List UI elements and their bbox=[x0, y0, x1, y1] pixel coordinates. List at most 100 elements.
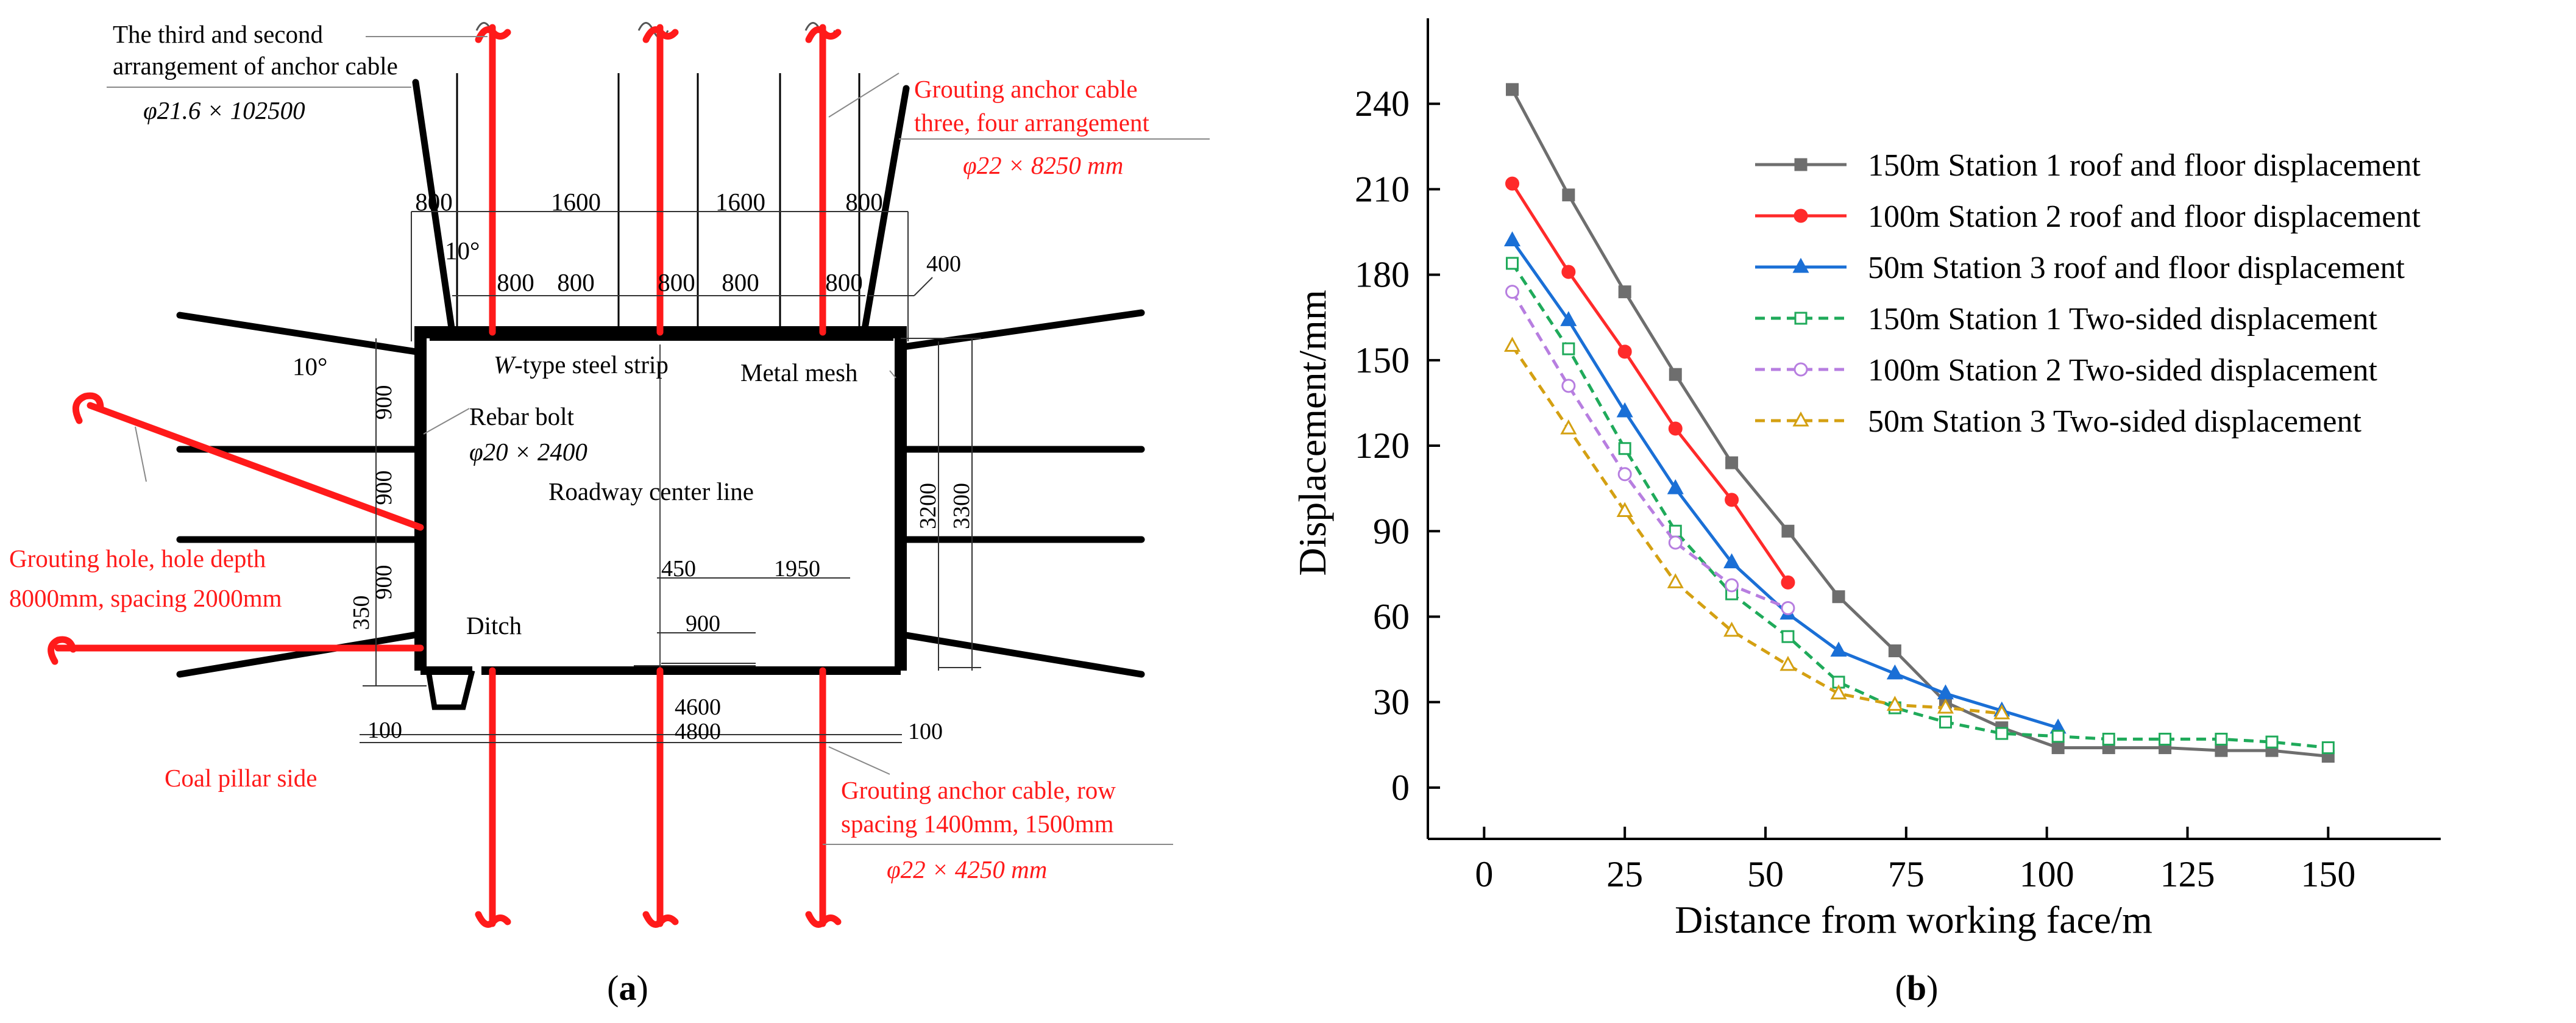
data-point bbox=[1561, 265, 1576, 279]
dim-900-ditch: 900 bbox=[686, 611, 720, 636]
data-point bbox=[1667, 479, 1684, 494]
data-point bbox=[2265, 735, 2279, 749]
data-point bbox=[2159, 732, 2172, 746]
x-tick-label: 100 bbox=[2020, 854, 2074, 894]
corner-bolts bbox=[412, 79, 910, 336]
data-point bbox=[1505, 176, 1519, 191]
data-point bbox=[1779, 655, 1797, 671]
legend-marker bbox=[1794, 209, 1808, 223]
data-point bbox=[1781, 575, 1795, 590]
series-2 bbox=[1505, 176, 1795, 590]
series-5 bbox=[1505, 285, 1795, 615]
data-point bbox=[1616, 402, 1633, 418]
series-4 bbox=[1506, 257, 2335, 754]
top-anchor-cable-lines bbox=[456, 73, 860, 332]
dim-1950: 1950 bbox=[774, 556, 820, 582]
data-point bbox=[1939, 715, 1952, 729]
legend-marker bbox=[1792, 257, 1809, 273]
data-point bbox=[1617, 344, 1632, 359]
data-point bbox=[2051, 730, 2065, 743]
legend-entry: 150m Station 1 Two-sided displacement bbox=[1755, 302, 2378, 337]
metal-mesh-label: Metal mesh bbox=[740, 358, 857, 387]
data-point bbox=[1886, 664, 1903, 680]
dim-top-1600-b: 1600 bbox=[715, 188, 765, 216]
y-tick-label: 0 bbox=[1391, 768, 1410, 808]
y-tick-label: 240 bbox=[1355, 84, 1410, 124]
data-point bbox=[2051, 741, 2065, 754]
panel-b-label: (b) bbox=[1895, 968, 1939, 1008]
top-right-annotation-line2: three, four arrangement bbox=[914, 109, 1149, 137]
data-point bbox=[1616, 502, 1633, 518]
dim-top-800-b: 800 bbox=[845, 188, 883, 216]
x-tick-label: 125 bbox=[2160, 854, 2215, 894]
data-point bbox=[1503, 337, 1521, 352]
data-point bbox=[1993, 704, 2010, 719]
right-dim-3200: 3200 bbox=[915, 483, 941, 529]
left-dim-350: 350 bbox=[349, 596, 374, 630]
right-dim-3300: 3300 bbox=[949, 483, 974, 529]
y-ticks: 0 30 60 90 120 150 180 210 240 bbox=[1355, 84, 1440, 808]
x-axis-title: Distance from working face/m bbox=[1675, 898, 2152, 941]
dim-100-right: 100 bbox=[908, 719, 943, 744]
data-point bbox=[1505, 285, 1519, 299]
legend-entry: 50m Station 3 roof and floor displacemen… bbox=[1755, 251, 2405, 285]
data-point bbox=[1781, 630, 1795, 643]
side-rebar-bolts bbox=[176, 309, 1145, 678]
y-axis-title: Displacement/mm bbox=[1291, 290, 1334, 576]
data-point bbox=[2102, 732, 2115, 746]
bottom-right-spec: φ22 × 4250 mm bbox=[887, 855, 1047, 883]
data-point bbox=[1725, 578, 1739, 593]
data-point bbox=[2215, 744, 2228, 757]
series-line bbox=[1511, 88, 2329, 758]
data-point bbox=[1562, 342, 1575, 355]
x-tick-label: 75 bbox=[1888, 854, 1925, 894]
data-point bbox=[1937, 698, 1954, 714]
legend-entry: 50m Station 3 Two-sided displacement bbox=[1755, 404, 2362, 439]
data-point bbox=[1725, 493, 1739, 507]
dim-400: 400 bbox=[926, 251, 961, 277]
data-point bbox=[1668, 535, 1683, 550]
data-point bbox=[1618, 442, 1631, 455]
dimension-lines bbox=[360, 211, 981, 743]
legend: 150m Station 1 roof and floor displaceme… bbox=[1755, 148, 2421, 439]
dim-top-800-a: 800 bbox=[415, 188, 453, 216]
left-dim-900-c: 900 bbox=[371, 565, 397, 600]
series-1 bbox=[1506, 83, 2335, 763]
series-line bbox=[1511, 182, 1789, 583]
y-tick-label: 120 bbox=[1355, 426, 1410, 466]
y-tick-label: 30 bbox=[1373, 682, 1410, 722]
legend-entry: 100m Station 2 Two-sided displacement bbox=[1755, 353, 2378, 388]
rebar-bolt-spec: φ20 × 2400 bbox=[469, 438, 587, 466]
y-tick-label: 150 bbox=[1355, 340, 1410, 380]
rebar-bolt-label: Rebar bolt bbox=[469, 402, 575, 430]
angle-top: 10° bbox=[445, 237, 480, 265]
data-point bbox=[1617, 467, 1632, 482]
top-left-annotation-line1: The third and second bbox=[113, 20, 323, 48]
legend-label: 50m Station 3 roof and floor displacemen… bbox=[1868, 251, 2405, 285]
legend-marker bbox=[1794, 362, 1808, 377]
dim-row2-800-e: 800 bbox=[825, 268, 863, 296]
grouting-hole-label-line2: 8000mm, spacing 2000mm bbox=[9, 584, 282, 612]
top-right-spec: φ22 × 8250 mm bbox=[963, 151, 1123, 179]
legend-label: 50m Station 3 Two-sided displacement bbox=[1868, 404, 2362, 439]
y-tick-label: 180 bbox=[1355, 255, 1410, 295]
data-point bbox=[1830, 684, 1847, 700]
center-line-label: Roadway center line bbox=[548, 477, 754, 505]
ditch-label: Ditch bbox=[466, 611, 522, 640]
top-right-annotation-line1: Grouting anchor cable bbox=[914, 75, 1138, 103]
data-point bbox=[2321, 741, 2335, 754]
angle-left: 10° bbox=[293, 352, 327, 380]
dim-row2-800-a: 800 bbox=[497, 268, 534, 296]
grouting-anchor-cables bbox=[48, 24, 842, 928]
data-point bbox=[1668, 421, 1683, 436]
legend-marker bbox=[1792, 411, 1809, 427]
x-tick-label: 25 bbox=[1606, 854, 1643, 894]
top-left-spec: φ21.6 × 102500 bbox=[143, 96, 305, 124]
x-tick-label: 150 bbox=[2301, 854, 2355, 894]
dim-4600: 4600 bbox=[675, 694, 721, 720]
data-point bbox=[1886, 696, 1903, 711]
legend-marker bbox=[1794, 312, 1808, 325]
data-point bbox=[1832, 590, 1845, 604]
left-dim-900-a: 900 bbox=[371, 385, 397, 420]
